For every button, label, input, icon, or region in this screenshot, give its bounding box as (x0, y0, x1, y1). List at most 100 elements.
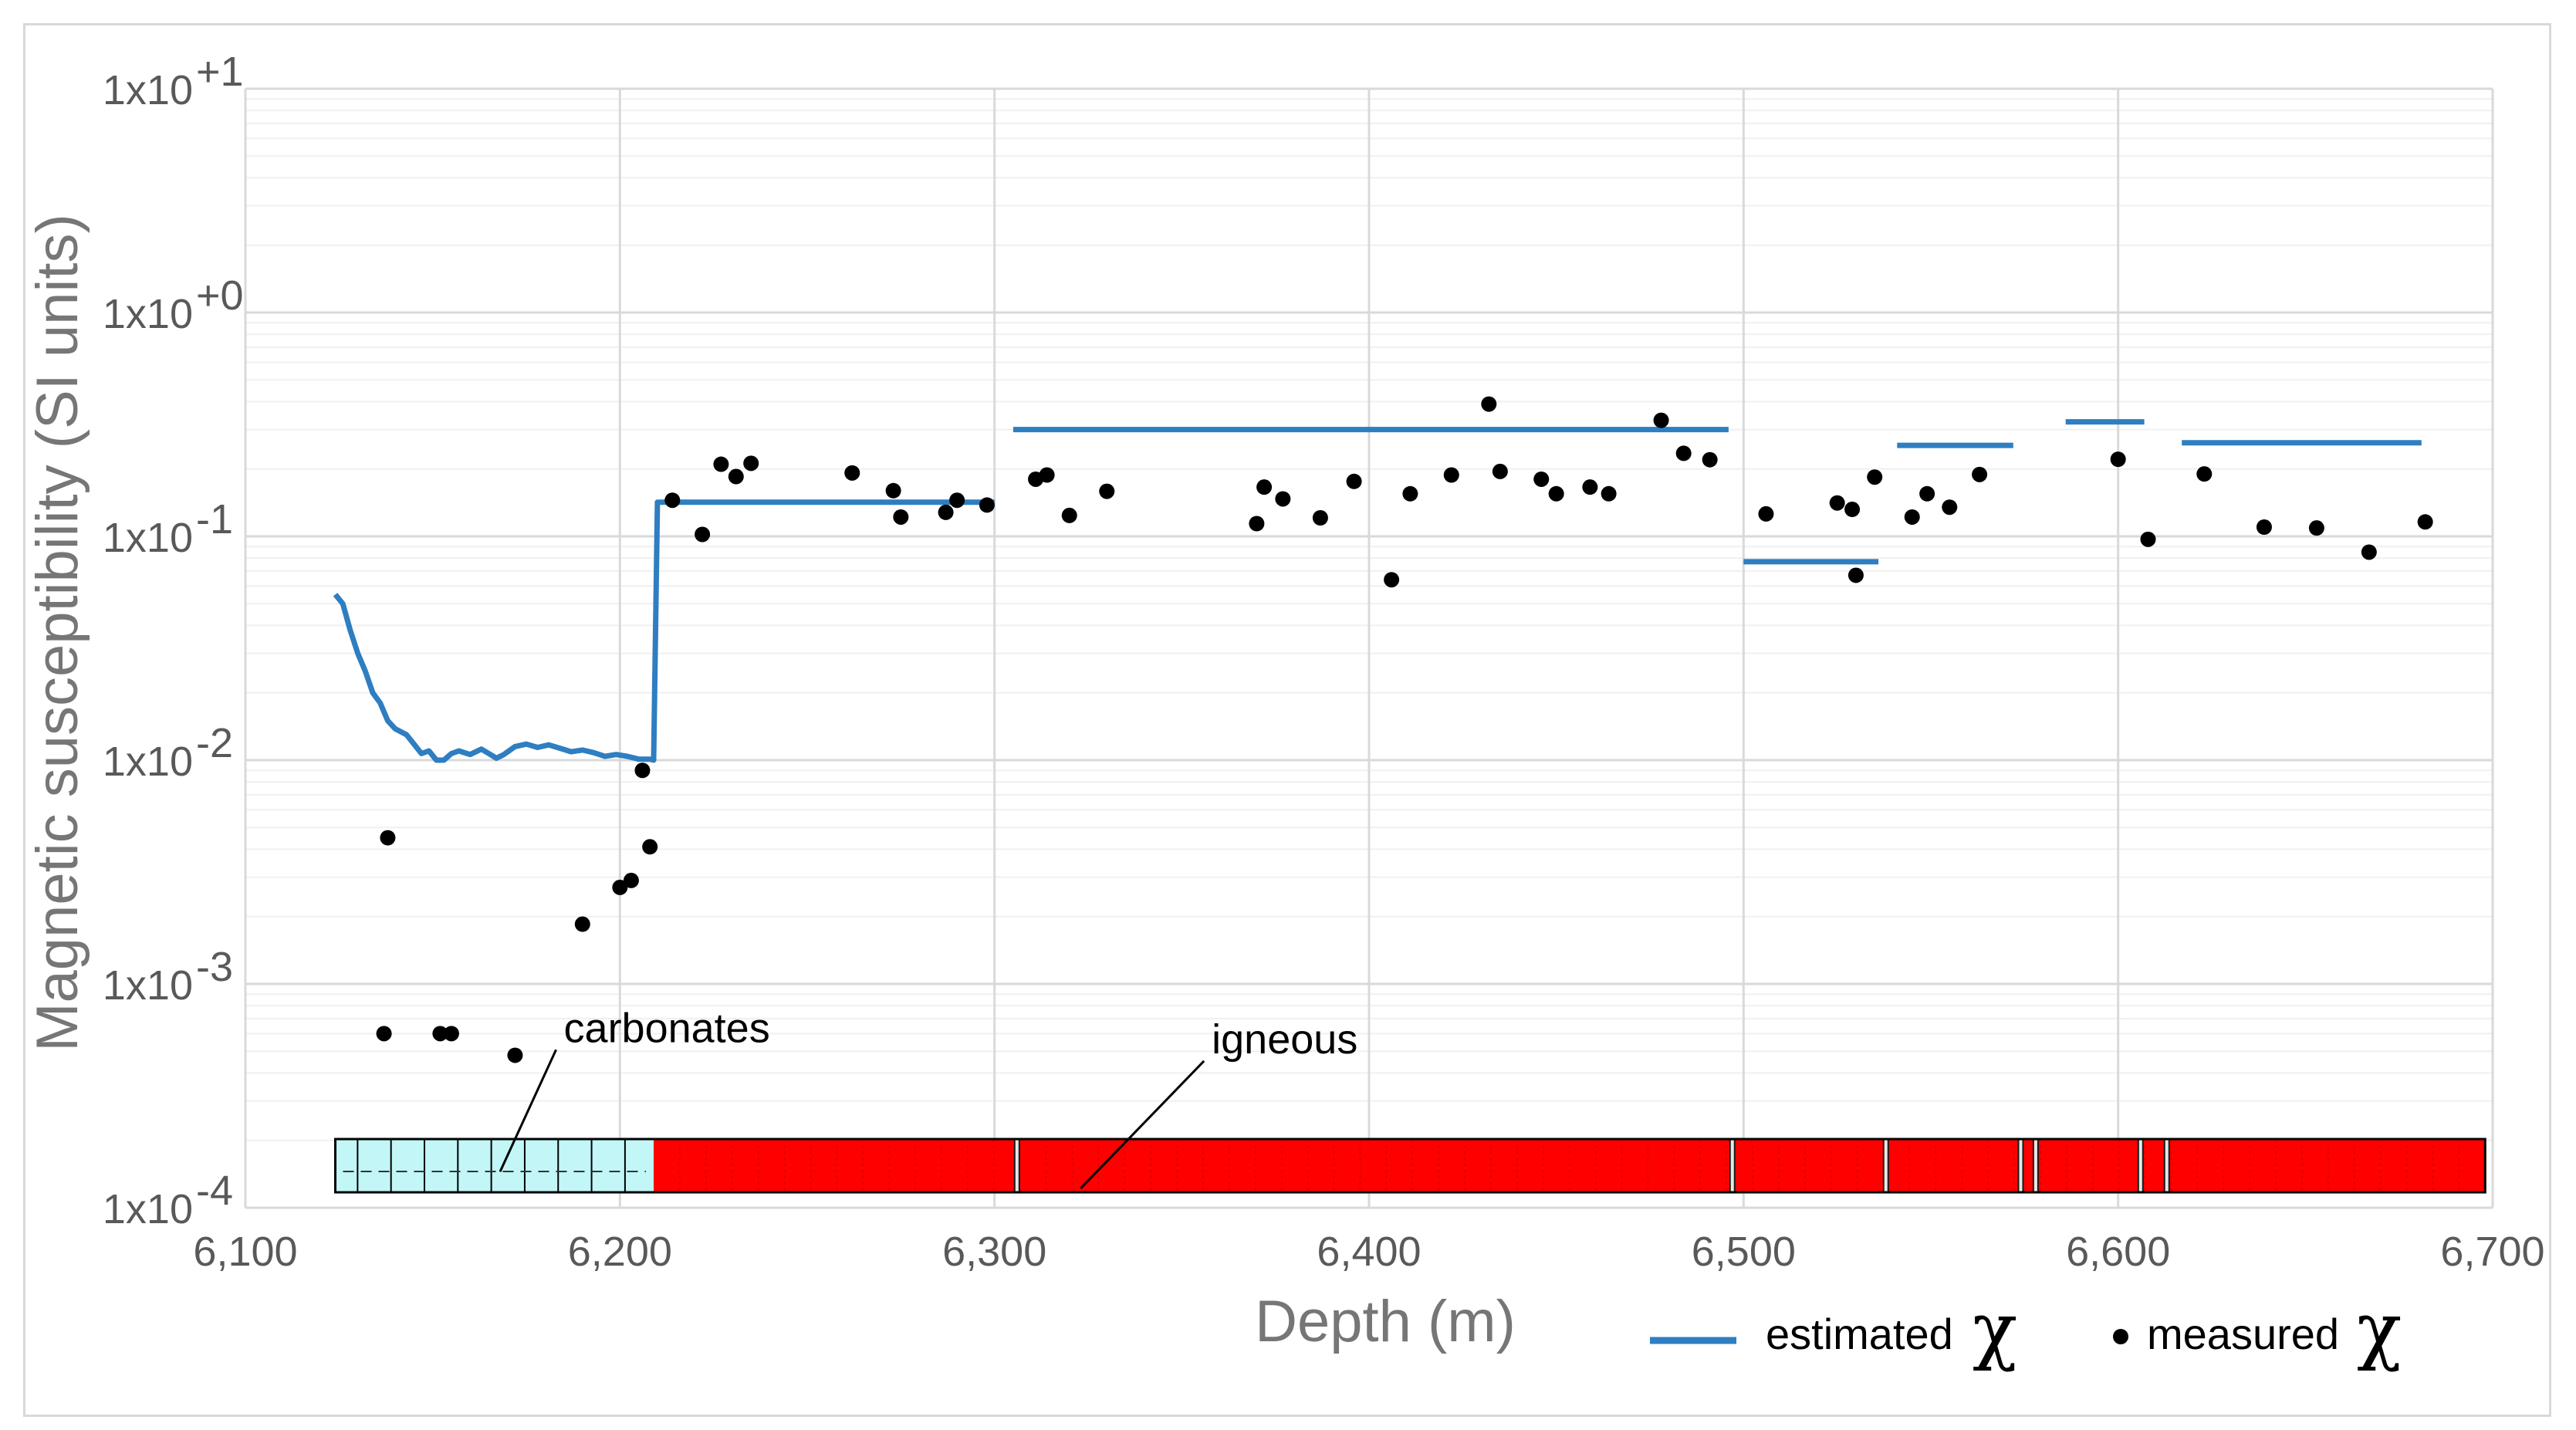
measured-point (2196, 466, 2213, 482)
y-tick-exponent: -4 (196, 1168, 233, 1214)
measured-point (1346, 473, 1362, 489)
y-tick-label: 1x10 (103, 67, 193, 113)
measured-point (507, 1047, 523, 1063)
x-tick-label: 6,700 (2440, 1229, 2544, 1275)
measured-point (1492, 463, 1508, 479)
x-tick-labels: 6,100 6,200 6,300 6,400 6,500 6,600 6,700 (193, 1229, 2544, 1275)
measured-point (893, 509, 909, 525)
measured-point (2417, 514, 2433, 530)
measured-point (2308, 520, 2324, 536)
measured-point (979, 497, 995, 513)
measured-point (1758, 505, 1774, 522)
measured-point (1653, 412, 1669, 428)
measured-point (1039, 467, 1055, 483)
measured-point (634, 762, 651, 779)
legend-estimated-symbol: χ (1973, 1286, 2017, 1373)
estimated-series (333, 419, 2422, 763)
measured-point (443, 1026, 459, 1042)
measured-point (664, 492, 681, 509)
y-tick-label: 1x10 (103, 962, 193, 1009)
measured-point (2361, 544, 2377, 560)
measured-point (1275, 491, 1291, 507)
annotations: carbonates igneous (499, 1005, 1357, 1189)
measured-point (380, 830, 396, 846)
y-tick-label: 1x10 (103, 739, 193, 785)
y-tick-label: 1x10 (103, 515, 193, 561)
measured-point (1256, 479, 1273, 495)
measured-point (1675, 445, 1692, 461)
measured-point (695, 526, 711, 543)
measured-point (1702, 451, 1718, 468)
annotation-leader (1080, 1060, 1205, 1189)
y-tick-label: 1x10 (103, 291, 193, 337)
measured-point (2140, 531, 2156, 547)
measured-point (1844, 502, 1861, 518)
annotation-carbonates: carbonates (564, 1005, 770, 1051)
legend: estimated χ measured χ (1650, 1286, 2402, 1373)
measured-point (1533, 471, 1550, 487)
measured-point (1919, 485, 1935, 502)
y-tick-exponent: -1 (196, 496, 233, 543)
measured-point (1972, 466, 1988, 482)
lithology-carbonates (335, 1139, 654, 1192)
x-tick-label: 6,500 (1692, 1229, 1796, 1275)
measured-point (713, 456, 729, 472)
measured-point (1601, 485, 1617, 502)
x-tick-label: 6,100 (193, 1229, 297, 1275)
measured-point (1582, 479, 1598, 495)
y-axis-title: Magnetic susceptibility (SI units) (25, 214, 90, 1052)
y-tick-exponent: +0 (196, 272, 244, 319)
measured-point (1942, 499, 1958, 516)
x-tick-label: 6,300 (942, 1229, 1046, 1275)
measured-point (1312, 509, 1328, 526)
y-tick-exponent: -2 (196, 720, 233, 766)
legend-measured-marker (2113, 1329, 2128, 1344)
x-tick-label: 6,200 (568, 1229, 672, 1275)
annotation-leader (499, 1049, 557, 1172)
major-gridlines (244, 87, 2494, 1209)
lithology-border (333, 1138, 2486, 1194)
measured-point (1061, 507, 1077, 523)
measured-point (1829, 495, 1845, 511)
estimated-segment (333, 499, 995, 763)
measured-point (1099, 483, 1115, 499)
measured-point (1867, 469, 1883, 485)
measured-point (1481, 396, 1497, 412)
measured-point (1548, 485, 1564, 502)
measured-point (844, 465, 860, 481)
measured-point (612, 879, 628, 895)
measured-point (2256, 519, 2272, 535)
measured-point (432, 1026, 448, 1042)
measured-point (376, 1026, 392, 1042)
measured-point (949, 492, 965, 509)
measured-point (885, 482, 901, 499)
measured-point (574, 916, 590, 932)
lithology-column (333, 1138, 2486, 1194)
measured-point (1384, 572, 1400, 588)
measured-point (728, 468, 744, 485)
measured-point (1904, 509, 1920, 525)
y-tick-exponent: -3 (196, 944, 233, 990)
legend-measured-symbol: χ (2357, 1286, 2402, 1373)
measured-point (743, 455, 759, 472)
measured-point (1847, 567, 1864, 583)
measured-point (1443, 467, 1459, 483)
x-tick-label: 6,400 (1317, 1229, 1421, 1275)
y-tick-label: 1x10 (103, 1186, 193, 1232)
measured-series (376, 396, 2433, 1063)
measured-point (938, 504, 954, 520)
x-axis-title: Depth (m) (1255, 1289, 1516, 1354)
measured-point (1402, 485, 1418, 502)
annotation-igneous: igneous (1212, 1016, 1357, 1063)
measured-point (2110, 451, 2126, 468)
chart-frame (23, 23, 2551, 1417)
measured-point (1249, 516, 1265, 532)
measured-point (623, 872, 639, 888)
y-tick-exponent: +1 (196, 49, 244, 95)
legend-estimated-label: estimated (1766, 1310, 1953, 1358)
x-tick-label: 6,600 (2066, 1229, 2170, 1275)
legend-measured-label: measured (2147, 1310, 2339, 1358)
measured-point (642, 839, 658, 855)
